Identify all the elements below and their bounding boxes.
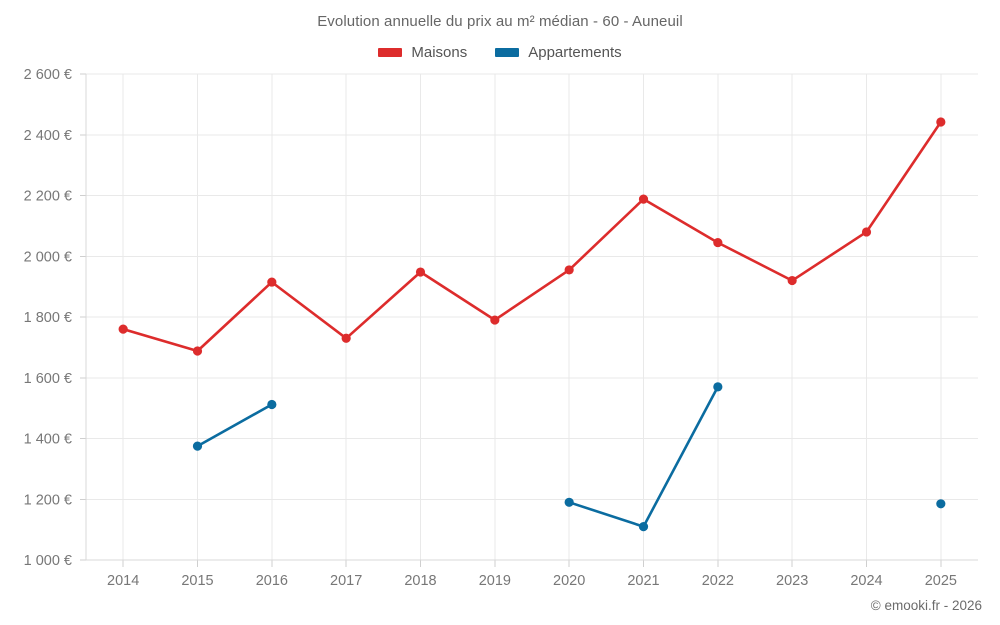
chart-legend: Maisons Appartements bbox=[0, 44, 1000, 61]
legend-swatch-appartements bbox=[495, 48, 520, 57]
legend-label-appartements: Appartements bbox=[528, 44, 622, 61]
data-point[interactable] bbox=[192, 441, 203, 451]
data-point[interactable] bbox=[415, 267, 426, 277]
x-axis-tick-label: 2025 bbox=[925, 573, 957, 589]
y-axis-tick-label: 2 400 € bbox=[24, 128, 72, 144]
data-point[interactable] bbox=[787, 275, 797, 286]
data-point[interactable] bbox=[936, 117, 946, 127]
x-axis-tick-label: 2015 bbox=[181, 573, 213, 589]
y-axis-tick-label: 2 600 € bbox=[24, 67, 72, 83]
data-point[interactable] bbox=[267, 277, 277, 287]
legend-item-appartements[interactable]: Appartements bbox=[495, 44, 622, 61]
data-point[interactable] bbox=[638, 521, 649, 532]
x-axis-tick-label: 2020 bbox=[553, 573, 585, 589]
legend-swatch-maisons bbox=[378, 48, 403, 57]
y-axis-tick-label: 1 200 € bbox=[24, 492, 72, 508]
chart-title: Evolution annuelle du prix au m² médian … bbox=[317, 13, 683, 30]
x-axis-tick-label: 2014 bbox=[107, 573, 139, 589]
series-line-appartements bbox=[196, 403, 274, 448]
data-point[interactable] bbox=[490, 315, 500, 325]
y-axis-tick-label: 1 800 € bbox=[24, 310, 72, 326]
legend-item-maisons[interactable]: Maisons bbox=[378, 44, 467, 61]
x-axis-tick-label: 2021 bbox=[627, 573, 659, 589]
y-axis-tick-label: 1 600 € bbox=[24, 371, 72, 387]
y-axis-tick-label: 1 000 € bbox=[24, 553, 72, 569]
x-axis-tick-label: 2016 bbox=[256, 573, 288, 589]
y-axis-tick-label: 2 200 € bbox=[24, 189, 72, 205]
data-point[interactable] bbox=[564, 497, 574, 507]
data-point[interactable] bbox=[192, 346, 203, 356]
data-point[interactable] bbox=[638, 194, 649, 204]
x-axis-tick-label: 2019 bbox=[479, 573, 511, 589]
data-point[interactable] bbox=[936, 499, 946, 509]
data-point[interactable] bbox=[713, 382, 723, 392]
x-axis-tick-label: 2022 bbox=[702, 573, 734, 589]
data-point[interactable] bbox=[118, 324, 128, 334]
series-line-maisons bbox=[121, 120, 943, 353]
data-point[interactable] bbox=[267, 399, 277, 410]
x-axis-tick-label: 2017 bbox=[330, 573, 362, 589]
x-axis-tick-label: 2018 bbox=[404, 573, 436, 589]
footer-credit: © emooki.fr - 2026 bbox=[870, 598, 982, 613]
y-axis-tick-label: 2 000 € bbox=[24, 249, 72, 265]
data-point[interactable] bbox=[341, 333, 351, 343]
legend-label-maisons: Maisons bbox=[411, 44, 468, 61]
data-point[interactable] bbox=[564, 265, 574, 275]
y-axis-tick-label: 1 400 € bbox=[24, 432, 72, 448]
data-point[interactable] bbox=[861, 227, 872, 237]
x-axis-tick-label: 2023 bbox=[776, 573, 808, 589]
x-axis-tick-label: 2024 bbox=[850, 573, 882, 589]
data-point[interactable] bbox=[713, 237, 723, 248]
